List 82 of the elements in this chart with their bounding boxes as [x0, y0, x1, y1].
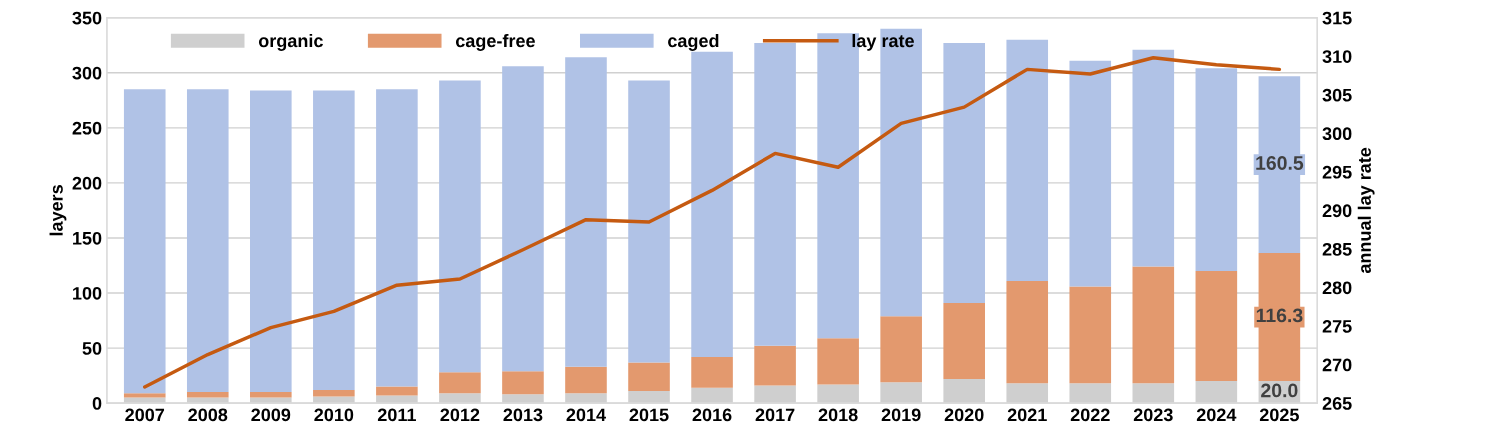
y2-tick-label: 305 — [1322, 88, 1352, 102]
data-label: 116.3 — [1256, 308, 1303, 323]
bar — [565, 57, 607, 367]
legend-label: organic — [258, 33, 323, 51]
y2-tick-label: 270 — [1322, 358, 1352, 372]
legend-label: lay rate — [852, 33, 914, 51]
y-tick-label: 350 — [72, 11, 102, 25]
y2-tick-label: 295 — [1322, 165, 1352, 179]
bar — [1132, 49, 1175, 267]
y2-tick-label: 300 — [1322, 127, 1352, 141]
y2-tick-label: 315 — [1322, 11, 1352, 25]
bar — [565, 366, 607, 394]
bar — [943, 302, 985, 379]
x-tick-label: 2017 — [755, 408, 795, 422]
x-tick-label: 2024 — [1196, 408, 1237, 422]
y2-tick-label: 290 — [1322, 204, 1352, 218]
y-tick-label: 200 — [72, 176, 102, 190]
bar — [1006, 280, 1049, 384]
x-tick-label: 2019 — [881, 408, 921, 422]
y-tick-label: 300 — [72, 66, 102, 80]
bar — [1195, 68, 1238, 271]
bar — [880, 28, 922, 317]
data-label: 20.0 — [1261, 383, 1298, 398]
bar — [186, 392, 229, 398]
y-tick-label: 100 — [73, 286, 102, 300]
bar — [1006, 39, 1049, 281]
bar — [250, 392, 292, 398]
y-tick-label: 0 — [92, 397, 102, 410]
bar — [376, 386, 418, 396]
bar — [313, 90, 355, 390]
bar — [628, 80, 670, 363]
bar — [186, 89, 229, 393]
bar — [1069, 60, 1112, 287]
y2-tick-label: 280 — [1322, 281, 1352, 295]
data-label: 160.5 — [1256, 156, 1304, 170]
x-tick-label: 2021 — [1007, 408, 1047, 422]
bar — [691, 51, 733, 357]
x-tick-label: 2018 — [818, 408, 858, 422]
bar — [817, 338, 859, 385]
bar — [123, 393, 166, 398]
x-tick-label: 2008 — [188, 408, 228, 422]
x-tick-label: 2014 — [566, 408, 606, 422]
x-tick-label: 2025 — [1259, 408, 1299, 422]
x-tick-label: 2012 — [440, 408, 480, 422]
y-tick-label: 150 — [73, 231, 102, 245]
bar — [1132, 266, 1175, 384]
bar — [754, 43, 796, 346]
bar — [943, 43, 985, 303]
y2-axis-title: annual lay rate — [1357, 147, 1375, 274]
bar — [313, 389, 355, 397]
legend-label: caged — [668, 33, 719, 51]
bar — [880, 316, 922, 383]
x-tick-label: 2022 — [1070, 408, 1110, 422]
x-tick-label: 2023 — [1133, 408, 1173, 422]
bar — [502, 66, 544, 372]
y2-tick-label: 275 — [1322, 319, 1352, 333]
bar — [754, 345, 796, 386]
x-tick-label: 2011 — [377, 408, 416, 422]
y-tick-label: 250 — [72, 121, 102, 135]
x-tick-label: 2007 — [125, 408, 165, 422]
x-tick-label: 2020 — [944, 408, 984, 422]
y2-tick-label: 310 — [1322, 50, 1352, 64]
bar — [123, 89, 166, 394]
bar — [691, 356, 733, 388]
x-tick-label: 2015 — [629, 408, 669, 422]
x-tick-label: 2010 — [314, 408, 354, 422]
bar — [1069, 286, 1112, 384]
bar — [628, 362, 670, 392]
legend-label: cage-free — [455, 33, 535, 51]
y2-tick-label: 265 — [1322, 397, 1352, 410]
y2-tick-label: 285 — [1322, 242, 1352, 256]
bar — [439, 372, 481, 394]
x-tick-label: 2016 — [692, 408, 732, 422]
bar — [1195, 270, 1238, 382]
bar — [439, 80, 481, 373]
y-tick-label: 50 — [82, 342, 102, 355]
y-axis-title: layers — [49, 185, 67, 236]
bar — [502, 371, 544, 395]
bar — [376, 89, 418, 387]
bar — [250, 90, 292, 393]
x-tick-label: 2009 — [251, 408, 291, 422]
x-tick-label: 2013 — [503, 408, 543, 422]
